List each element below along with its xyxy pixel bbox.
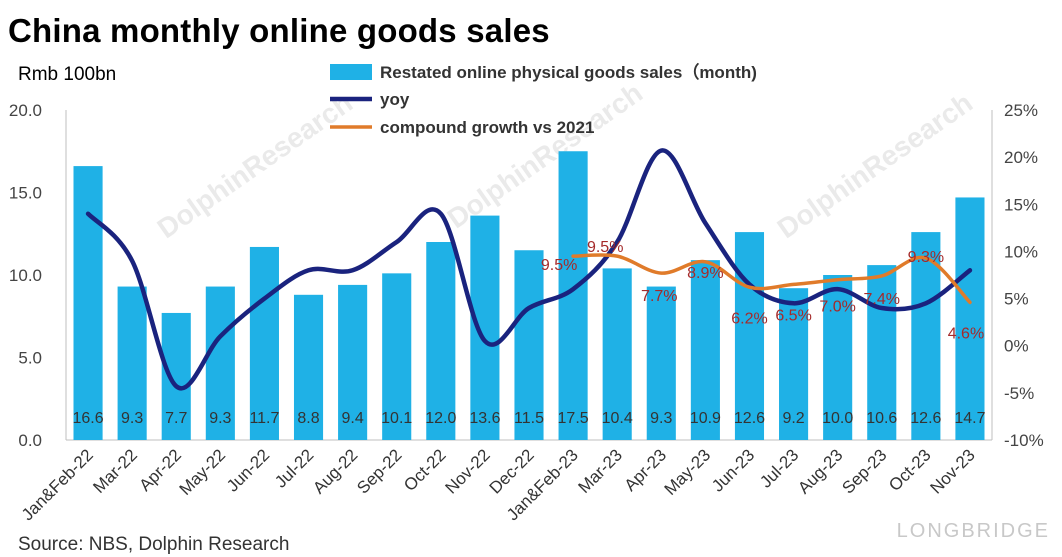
compound-growth-label: 7.0% bbox=[819, 299, 855, 316]
x-axis-tick: Aug-23 bbox=[794, 445, 846, 497]
bar-value-label: 12.6 bbox=[910, 410, 941, 427]
x-axis-tick: Sep-22 bbox=[353, 445, 405, 497]
x-axis-tick: Mar-23 bbox=[574, 445, 626, 497]
left-axis-tick: 5.0 bbox=[18, 349, 42, 368]
bar bbox=[293, 294, 324, 440]
bar-value-label: 7.7 bbox=[165, 410, 187, 427]
bar-value-label: 8.8 bbox=[297, 410, 319, 427]
watermark-logo: LONGBRIDGE bbox=[896, 520, 1050, 542]
bar bbox=[205, 286, 235, 440]
x-axis-tick: Jun-23 bbox=[708, 445, 758, 495]
left-axis-tick: 20.0 bbox=[9, 101, 42, 120]
right-axis-tick: 10% bbox=[1004, 242, 1038, 261]
bar bbox=[161, 312, 191, 440]
right-axis-tick: 0% bbox=[1004, 337, 1029, 356]
bar bbox=[426, 242, 456, 440]
compound-growth-label: 8.9% bbox=[687, 265, 723, 282]
compound-growth-label: 9.3% bbox=[908, 249, 944, 266]
bar bbox=[867, 265, 897, 440]
x-axis-tick: May-22 bbox=[176, 445, 230, 499]
bar bbox=[734, 232, 765, 440]
x-axis-tick: Aug-22 bbox=[309, 445, 361, 497]
bar-value-label: 16.6 bbox=[72, 410, 103, 427]
yoy-line bbox=[85, 148, 973, 391]
bar-value-label: 9.4 bbox=[341, 410, 363, 427]
bar bbox=[470, 215, 500, 440]
bar bbox=[911, 232, 941, 440]
bar-value-label: 9.3 bbox=[209, 410, 231, 427]
compound-growth-label: 6.2% bbox=[731, 310, 767, 327]
left-axis-tick: 10.0 bbox=[9, 266, 42, 285]
x-axis-tick: Nov-23 bbox=[927, 445, 979, 497]
compound-growth-line bbox=[571, 253, 972, 305]
x-axis-tick: Oct-22 bbox=[400, 445, 450, 495]
bar bbox=[382, 273, 412, 440]
bar-value-label: 11.5 bbox=[514, 410, 544, 427]
bar-value-label: 11.7 bbox=[249, 410, 279, 427]
x-axis-tick: Mar-22 bbox=[89, 445, 141, 497]
bar bbox=[690, 260, 720, 440]
compound-growth-label: 9.5% bbox=[541, 257, 577, 274]
x-axis-tick: Oct-23 bbox=[885, 445, 935, 495]
right-axis-tick: 25% bbox=[1004, 101, 1038, 120]
bar bbox=[514, 250, 544, 440]
compound-growth-label: 7.4% bbox=[864, 291, 900, 308]
bar bbox=[955, 197, 985, 440]
left-axis-tick: 0.0 bbox=[18, 431, 42, 450]
bar-value-label: 17.5 bbox=[558, 410, 589, 427]
right-axis-tick: -10% bbox=[1004, 431, 1044, 450]
bar-value-label: 13.6 bbox=[469, 410, 500, 427]
bar bbox=[823, 275, 853, 440]
bar-value-label: 12.0 bbox=[425, 410, 456, 427]
left-axis-unit: Rmb 100bn bbox=[18, 64, 117, 85]
bar-value-label: 10.9 bbox=[690, 410, 721, 427]
legend-label: compound growth vs 2021 bbox=[380, 118, 594, 137]
bar bbox=[646, 286, 676, 440]
compound-growth-label: 9.5% bbox=[587, 239, 623, 256]
compound-growth-label: 7.7% bbox=[641, 288, 677, 305]
x-axis-tick: Nov-22 bbox=[442, 445, 494, 497]
bar-value-label: 9.2 bbox=[782, 410, 804, 427]
x-axis-tick: May-23 bbox=[661, 445, 715, 499]
bar-value-label: 9.3 bbox=[121, 410, 143, 427]
bar bbox=[249, 246, 279, 440]
right-axis-tick: 5% bbox=[1004, 290, 1029, 309]
legend-label: Restated online physical goods sales（mon… bbox=[380, 62, 757, 82]
x-axis-tick: Sep-23 bbox=[838, 445, 890, 497]
left-axis-tick: 15.0 bbox=[9, 184, 42, 203]
x-axis-tick: Jan&Feb-22 bbox=[18, 445, 97, 524]
bar bbox=[73, 166, 103, 440]
bar bbox=[338, 284, 368, 440]
source-note: Source: NBS, Dolphin Research bbox=[18, 534, 290, 555]
bar bbox=[602, 268, 632, 440]
bar-value-label: 10.0 bbox=[822, 410, 853, 427]
x-axis-tick: Jun-22 bbox=[223, 445, 273, 495]
right-axis-tick: 20% bbox=[1004, 148, 1038, 167]
bar-value-label: 10.1 bbox=[381, 410, 412, 427]
right-axis-tick: 15% bbox=[1004, 195, 1038, 214]
bar-value-label: 14.7 bbox=[954, 410, 985, 427]
legend-label: yoy bbox=[380, 90, 410, 109]
bar-value-label: 10.4 bbox=[602, 410, 633, 427]
compound-growth-label: 4.6% bbox=[948, 325, 984, 342]
legend-swatch-bar bbox=[330, 64, 372, 80]
compound-growth-label: 6.5% bbox=[775, 307, 811, 324]
bar-value-label: 9.3 bbox=[650, 410, 672, 427]
bar bbox=[117, 286, 147, 440]
right-axis-tick: -5% bbox=[1004, 384, 1034, 403]
bar-value-label: 12.6 bbox=[734, 410, 765, 427]
bar-value-label: 10.6 bbox=[866, 410, 897, 427]
chart-title: China monthly online goods sales bbox=[8, 12, 550, 49]
bar bbox=[779, 288, 809, 440]
